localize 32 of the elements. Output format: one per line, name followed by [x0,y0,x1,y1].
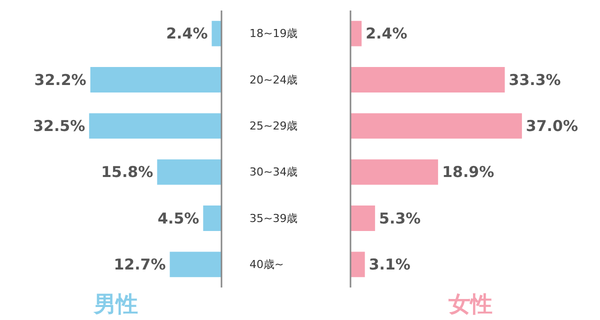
data-label: 12.7% [114,255,166,274]
bar [350,113,522,139]
data-label: 18.9% [442,163,494,182]
bar [350,20,362,46]
bar [212,20,222,46]
data-label: 32.2% [34,70,86,89]
data-label: 4.5% [158,209,200,228]
bar [350,159,438,185]
bar [350,67,505,92]
data-label: 3.1% [368,255,410,274]
bar [89,113,222,139]
y-tick-label: 30~34歳 [250,166,298,179]
bar [157,159,222,185]
y-tick-label: 18~19歳 [250,27,298,40]
y-tick-label: 35~39歳 [250,212,298,225]
bar [203,206,222,231]
x-axis-title: 男性 [93,292,138,318]
y-tick-label: 40歳~ [250,258,284,271]
data-label: 2.4% [366,24,408,43]
y-tick-label: 25~29歳 [250,119,298,132]
data-label: 2.4% [166,24,208,43]
bar [170,252,222,278]
data-label: 37.0% [526,116,578,135]
data-label: 33.3% [508,70,561,89]
bar [350,206,376,231]
data-label: 5.3% [379,209,421,228]
bar [90,67,222,92]
x-axis-title: 女性 [448,292,492,318]
y-tick-label: 20~24歳 [250,73,298,86]
data-label: 32.5% [33,116,86,135]
bar [350,252,365,278]
data-label: 15.8% [101,163,154,182]
